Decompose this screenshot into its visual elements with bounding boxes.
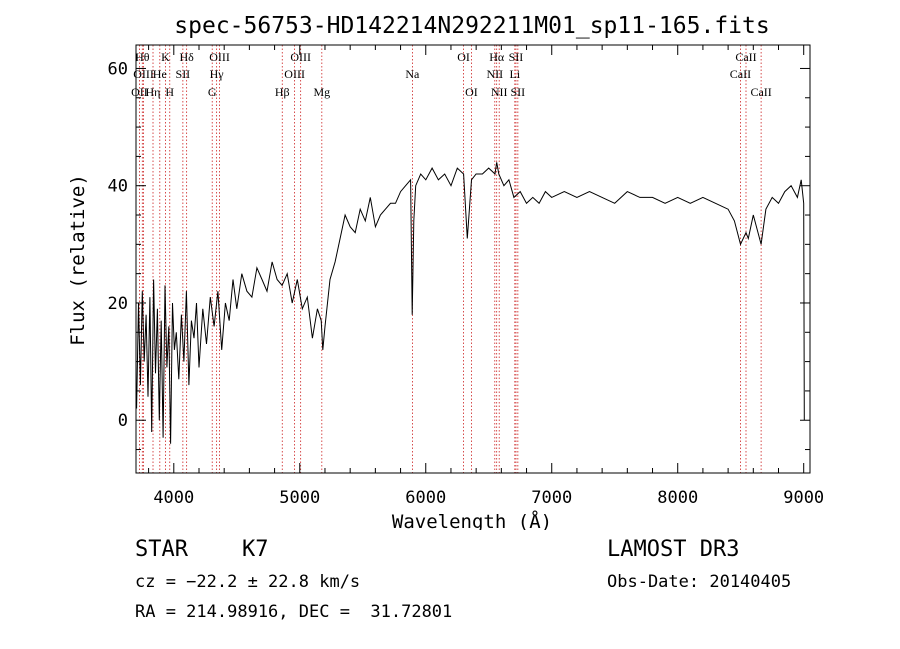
- line-marker-label: SII: [509, 50, 524, 64]
- y-tick-label: 60: [108, 59, 128, 79]
- line-marker-label: Mg: [313, 85, 330, 99]
- x-tick-label: 7000: [531, 488, 572, 508]
- line-marker-label: Hγ: [210, 67, 225, 81]
- line-marker-label: CaII: [735, 50, 756, 64]
- ra-dec: RA = 214.98916, DEC = 31.72801: [135, 602, 453, 622]
- line-marker-label: OI: [465, 85, 478, 99]
- spectrum-chart: spec-56753-HD142214N292211M01_sp11-165.f…: [67, 13, 824, 530]
- y-tick-label: 0: [118, 411, 128, 431]
- line-marker-label: OI: [457, 50, 470, 64]
- line-marker-label: Na: [405, 67, 420, 81]
- line-marker-label: NII: [486, 67, 503, 81]
- line-marker-label: Hβ: [275, 85, 290, 99]
- survey-label: LAMOST DR3: [607, 537, 740, 562]
- line-marker-label: OII: [131, 85, 148, 99]
- line-markers: [139, 45, 762, 473]
- line-marker-labels: OIIHθOIIIHηHeKHSIIHδGHγOIIIHβOIIIOIIIMgN…: [131, 50, 772, 99]
- line-marker-label: OIII: [133, 67, 154, 81]
- line-marker-label: OIII: [290, 50, 311, 64]
- x-tick-label: 6000: [405, 488, 446, 508]
- y-axis-label: Flux (relative): [67, 174, 89, 346]
- line-marker-label: CaII: [730, 67, 751, 81]
- line-marker-label: Hθ: [135, 50, 150, 64]
- plot-frame: [135, 44, 811, 474]
- object-subclass: K7: [242, 537, 269, 562]
- line-marker-label: Hα: [489, 50, 505, 64]
- line-marker-label: SII: [176, 67, 191, 81]
- y-tick-label: 40: [108, 177, 128, 197]
- line-marker-label: Hδ: [179, 50, 194, 64]
- object-class: STAR: [135, 537, 188, 562]
- spectrum-line: [136, 162, 805, 444]
- line-marker-label: K: [161, 50, 170, 64]
- line-marker-label: G: [208, 85, 217, 99]
- line-marker-label: H: [165, 85, 174, 99]
- x-axis-ticks: 4000 5000 6000 7000 8000 9000: [148, 45, 824, 508]
- line-marker-label: Li: [509, 67, 520, 81]
- line-marker-label: Hη: [146, 85, 161, 99]
- y-tick-label: 20: [108, 294, 128, 314]
- x-axis-label: Wavelength (Å): [392, 510, 552, 530]
- line-marker-label: SII: [511, 85, 526, 99]
- chart-title: spec-56753-HD142214N292211M01_sp11-165.f…: [174, 13, 769, 39]
- line-marker-label: OIII: [209, 50, 230, 64]
- x-tick-label: 4000: [153, 488, 194, 508]
- y-axis-ticks: 0 20 40 60: [108, 59, 810, 451]
- line-marker-label: CaII: [750, 85, 771, 99]
- x-tick-label: 9000: [783, 488, 824, 508]
- x-tick-label: 5000: [279, 488, 320, 508]
- x-tick-label: 8000: [657, 488, 698, 508]
- redshift-value: cz = −22.2 ± 22.8 km/s: [135, 572, 361, 592]
- line-marker-label: OIII: [284, 67, 305, 81]
- line-marker-label: He: [153, 67, 167, 81]
- line-marker-label: NII: [491, 85, 508, 99]
- obs-date: Obs-Date: 20140405: [607, 572, 792, 592]
